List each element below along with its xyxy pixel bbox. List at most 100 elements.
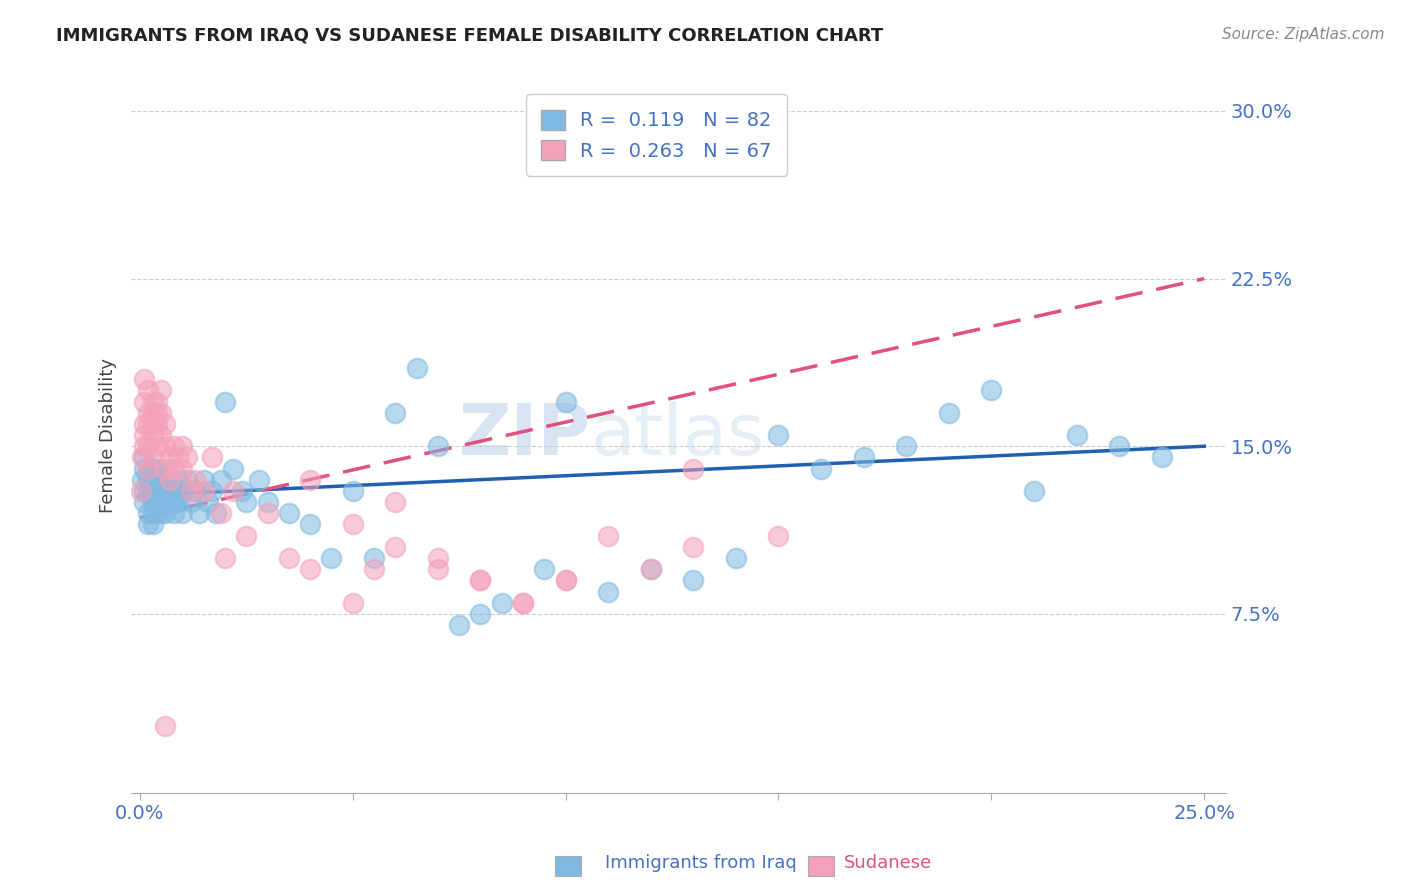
Point: [163, 483, 186, 498]
Point: [132, 394, 155, 409]
Point: [176, 473, 198, 487]
Point: [209, 506, 232, 520]
Point: [1066, 428, 1088, 442]
Point: [167, 495, 190, 509]
Point: [201, 483, 224, 498]
Point: [512, 596, 534, 610]
Point: [146, 483, 169, 498]
Point: [132, 483, 155, 498]
Point: [150, 506, 173, 520]
Point: [277, 506, 299, 520]
Point: [155, 417, 177, 431]
Point: [136, 461, 159, 475]
Point: [163, 495, 186, 509]
Point: [141, 495, 163, 509]
Point: [141, 483, 163, 498]
Point: [426, 439, 449, 453]
Point: [980, 384, 1002, 398]
Point: [724, 149, 747, 163]
Point: [405, 361, 427, 376]
Point: [222, 483, 245, 498]
Point: [193, 473, 215, 487]
Point: [235, 528, 257, 542]
Point: [155, 461, 177, 475]
Point: [180, 483, 202, 498]
Point: [155, 495, 177, 509]
Point: [682, 461, 704, 475]
Point: [184, 473, 207, 487]
Point: [342, 517, 364, 532]
Point: [146, 439, 169, 453]
Point: [155, 439, 177, 453]
Point: [193, 483, 215, 498]
Point: [141, 506, 163, 520]
Point: [146, 473, 169, 487]
Point: [159, 450, 181, 465]
Point: [132, 428, 155, 442]
Point: [1150, 450, 1173, 465]
Legend: R =  0.119   N = 82, R =  0.263   N = 67: R = 0.119 N = 82, R = 0.263 N = 67: [526, 95, 787, 177]
Point: [299, 562, 322, 576]
Point: [1022, 483, 1045, 498]
Point: [141, 461, 163, 475]
Point: [146, 461, 169, 475]
Point: [136, 461, 159, 475]
Point: [180, 495, 202, 509]
Point: [131, 473, 153, 487]
Y-axis label: Female Disability: Female Disability: [100, 358, 117, 513]
Point: [426, 551, 449, 566]
Point: [768, 428, 790, 442]
Point: [342, 483, 364, 498]
Point: [201, 450, 224, 465]
Point: [141, 473, 163, 487]
Point: [141, 417, 163, 431]
Point: [146, 394, 169, 409]
Point: [167, 473, 190, 487]
Point: [363, 551, 385, 566]
Point: [141, 450, 163, 465]
Point: [682, 574, 704, 588]
Point: [132, 439, 155, 453]
Point: [132, 461, 155, 475]
Point: [197, 495, 219, 509]
Text: Sudanese: Sudanese: [844, 855, 932, 872]
Text: ZIP: ZIP: [458, 401, 591, 469]
Point: [184, 483, 207, 498]
Point: [159, 473, 181, 487]
Point: [132, 372, 155, 386]
Point: [141, 394, 163, 409]
Point: [172, 439, 194, 453]
Point: [768, 528, 790, 542]
Point: [554, 394, 576, 409]
Point: [155, 461, 177, 475]
Point: [172, 483, 194, 498]
Point: [449, 618, 471, 632]
Point: [491, 596, 513, 610]
Point: [136, 406, 159, 420]
Point: [209, 473, 232, 487]
Point: [512, 596, 534, 610]
Point: [938, 406, 960, 420]
Point: [150, 406, 173, 420]
Point: [131, 450, 153, 465]
Point: [141, 483, 163, 498]
Point: [136, 473, 159, 487]
Text: IMMIGRANTS FROM IRAQ VS SUDANESE FEMALE DISABILITY CORRELATION CHART: IMMIGRANTS FROM IRAQ VS SUDANESE FEMALE …: [56, 27, 883, 45]
Point: [554, 574, 576, 588]
Point: [167, 450, 190, 465]
Point: [384, 495, 406, 509]
Point: [299, 517, 322, 532]
Point: [188, 506, 211, 520]
Point: [141, 428, 163, 442]
Point: [172, 506, 194, 520]
Point: [342, 596, 364, 610]
Text: Immigrants from Iraq: Immigrants from Iraq: [605, 855, 796, 872]
Point: [640, 562, 662, 576]
Point: [155, 718, 177, 732]
Point: [1108, 439, 1130, 453]
Point: [640, 562, 662, 576]
Point: [136, 517, 159, 532]
Point: [470, 574, 492, 588]
Point: [554, 574, 576, 588]
Point: [299, 473, 322, 487]
